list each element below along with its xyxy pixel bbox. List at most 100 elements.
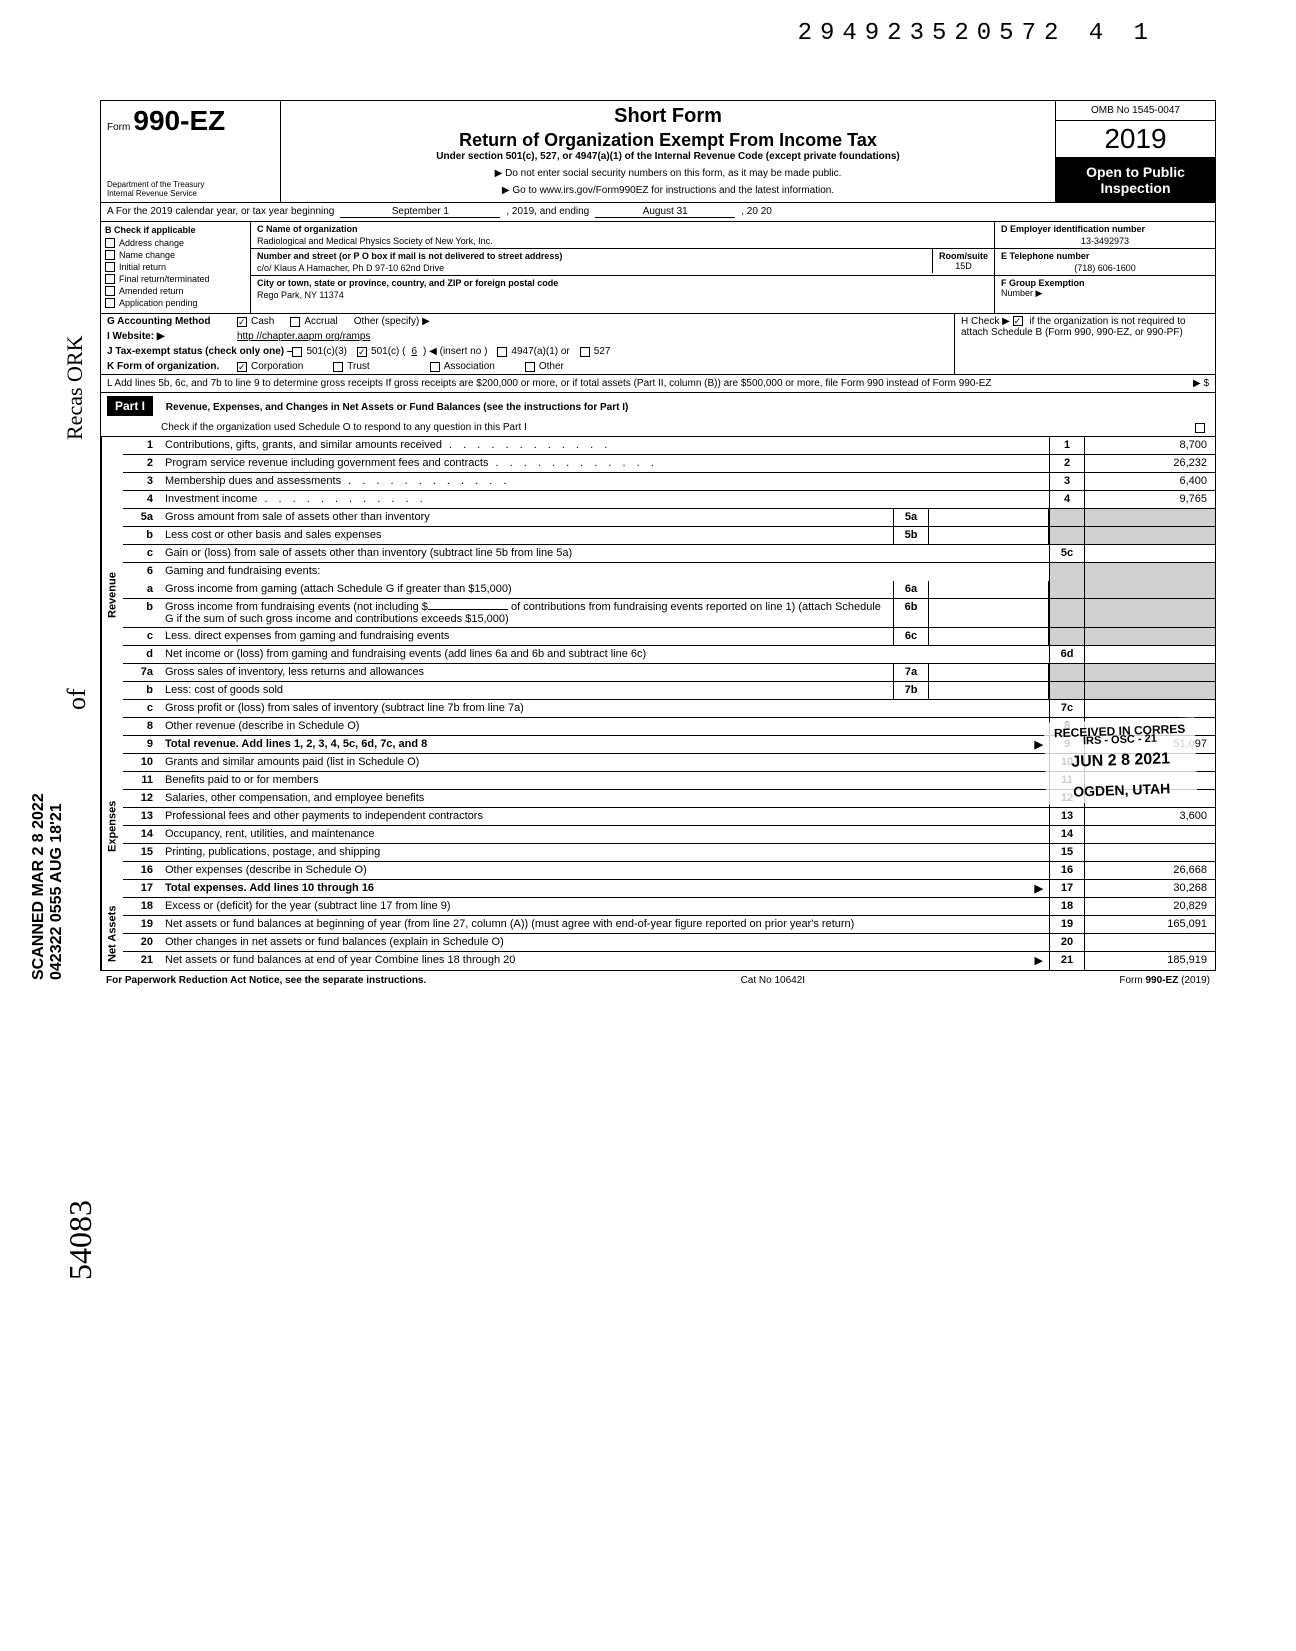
- check-association[interactable]: [430, 362, 440, 372]
- form-number: 990-EZ: [133, 105, 225, 136]
- line-5a-desc: Gross amount from sale of assets other t…: [159, 509, 893, 526]
- line-2-desc: Program service revenue including govern…: [159, 455, 1049, 472]
- line-4-box: 4: [1049, 491, 1085, 508]
- line-13-desc: Professional fees and other payments to …: [159, 808, 1049, 825]
- org-name: Radiological and Medical Physics Society…: [257, 236, 988, 246]
- label-other-org: Other: [539, 361, 564, 372]
- line-15-val: [1085, 844, 1215, 861]
- document-id: 294923520572 4 1: [798, 20, 1156, 47]
- line-17-num: 17: [123, 880, 159, 897]
- line-7b-desc: Less: cost of goods sold: [159, 682, 893, 699]
- line-7c-box: 7c: [1049, 700, 1085, 717]
- dept-treasury: Department of the Treasury Internal Reve…: [107, 180, 274, 198]
- line-6b-val: [929, 599, 1049, 627]
- label-h-check: H Check ▶: [961, 316, 1010, 327]
- label-accrual: Accrual: [304, 316, 337, 327]
- check-4947[interactable]: [497, 347, 507, 357]
- line-18-val: 20,829: [1085, 898, 1215, 915]
- line-19-desc: Net assets or fund balances at beginning…: [159, 916, 1049, 933]
- check-corporation[interactable]: [237, 362, 247, 372]
- line-2-val: 26,232: [1085, 455, 1215, 472]
- label-form-of-org: K Form of organization.: [107, 361, 237, 372]
- label-website: I Website: ▶: [107, 331, 237, 342]
- line-3-num: 3: [123, 473, 159, 490]
- line-7a-num: 7a: [123, 664, 159, 681]
- check-name-change[interactable]: [105, 250, 115, 260]
- line-5c-val: [1085, 545, 1215, 562]
- line-20-box: 20: [1049, 934, 1085, 951]
- line-5b-desc: Less cost or other basis and sales expen…: [159, 527, 893, 544]
- row-l-gross-receipts: L Add lines 5b, 6c, and 7b to line 9 to …: [101, 375, 1215, 393]
- check-amended-return[interactable]: [105, 286, 115, 296]
- check-other-org[interactable]: [525, 362, 535, 372]
- handwritten-recas: Recas ORK: [62, 336, 88, 440]
- footer-paperwork: For Paperwork Reduction Act Notice, see …: [106, 975, 426, 986]
- line-3-val: 6,400: [1085, 473, 1215, 490]
- check-cash[interactable]: [237, 317, 247, 327]
- label-initial-return: Initial return: [119, 262, 166, 272]
- part-1-check-o-text: Check if the organization used Schedule …: [161, 422, 527, 433]
- col-b-header: B Check if applicable: [105, 225, 246, 235]
- side-label-expenses: Expenses: [101, 754, 123, 898]
- line-5c-box: 5c: [1049, 545, 1085, 562]
- label-group-exemption: F Group Exemption: [1001, 278, 1209, 288]
- line-11-desc: Benefits paid to or for members: [159, 772, 1049, 789]
- row-a-mid: , 2019, and ending: [506, 206, 589, 218]
- line-12-num: 12: [123, 790, 159, 807]
- line-6-desc: Gaming and fundraising events:: [159, 563, 1049, 581]
- line-14-box: 14: [1049, 826, 1085, 843]
- line-6d-desc: Net income or (loss) from gaming and fun…: [159, 646, 1049, 663]
- check-address-change[interactable]: [105, 238, 115, 248]
- check-schedule-b[interactable]: [1013, 316, 1023, 326]
- line-6a-box: 6a: [893, 581, 929, 598]
- check-527[interactable]: [580, 347, 590, 357]
- line-7c-val: [1085, 700, 1215, 717]
- line-19-val: 165,091: [1085, 916, 1215, 933]
- line-1-desc: Contributions, gifts, grants, and simila…: [159, 437, 1049, 454]
- ein: 13-3492973: [1001, 236, 1209, 246]
- line-5a-val: [929, 509, 1049, 526]
- page-footer: For Paperwork Reduction Act Notice, see …: [100, 971, 1216, 990]
- check-trust[interactable]: [333, 362, 343, 372]
- check-application-pending[interactable]: [105, 298, 115, 308]
- side-label-revenue: Revenue: [101, 437, 123, 754]
- check-501c[interactable]: [357, 347, 367, 357]
- line-1-box: 1: [1049, 437, 1085, 454]
- footer-form-ref: Form 990-EZ (2019): [1119, 975, 1210, 986]
- line-15-box: 15: [1049, 844, 1085, 861]
- form-title: Return of Organization Exempt From Incom…: [289, 130, 1047, 151]
- check-501c3[interactable]: [292, 347, 302, 357]
- line-20-num: 20: [123, 934, 159, 951]
- line-5c-num: c: [123, 545, 159, 562]
- line-10-desc: Grants and similar amounts paid (list in…: [159, 754, 1049, 771]
- check-schedule-o[interactable]: [1195, 423, 1205, 433]
- line-6b-box: 6b: [893, 599, 929, 627]
- part-1-label: Part I: [107, 396, 153, 416]
- label-telephone: E Telephone number: [1001, 251, 1209, 261]
- line-4-desc: Investment income: [159, 491, 1049, 508]
- label-amended-return: Amended return: [119, 286, 184, 296]
- line-5a-box: 5a: [893, 509, 929, 526]
- check-final-return[interactable]: [105, 274, 115, 284]
- line-10-num: 10: [123, 754, 159, 771]
- label-527: 527: [594, 346, 611, 357]
- check-accrual[interactable]: [290, 317, 300, 327]
- line-19-box: 19: [1049, 916, 1085, 933]
- label-ein: D Employer identification number: [1001, 224, 1209, 234]
- room-suite: 15D: [939, 261, 988, 271]
- line-6c-num: c: [123, 628, 159, 645]
- line-5c-desc: Gain or (loss) from sale of assets other…: [159, 545, 1049, 562]
- label-corporation: Corporation: [251, 361, 303, 372]
- check-initial-return[interactable]: [105, 262, 115, 272]
- line-7c-desc: Gross profit or (loss) from sales of inv…: [159, 700, 1049, 717]
- label-city: City or town, state or province, country…: [257, 278, 988, 288]
- line-16-val: 26,668: [1085, 862, 1215, 879]
- row-j-tax-status: J Tax-exempt status (check only one) – 5…: [101, 344, 954, 359]
- line-1-num: 1: [123, 437, 159, 454]
- stamp-received: RECEIVED IN CORRES IRS - OSC - 21 JUN 2 …: [1043, 717, 1197, 804]
- line-7a-desc: Gross sales of inventory, less returns a…: [159, 664, 893, 681]
- line-4-num: 4: [123, 491, 159, 508]
- stamp-scanned: SCANNED MAR 2 8 2022 042322 0555 AUG 18'…: [30, 793, 66, 980]
- line-8-desc: Other revenue (describe in Schedule O): [159, 718, 1049, 735]
- line-6c-val: [929, 628, 1049, 645]
